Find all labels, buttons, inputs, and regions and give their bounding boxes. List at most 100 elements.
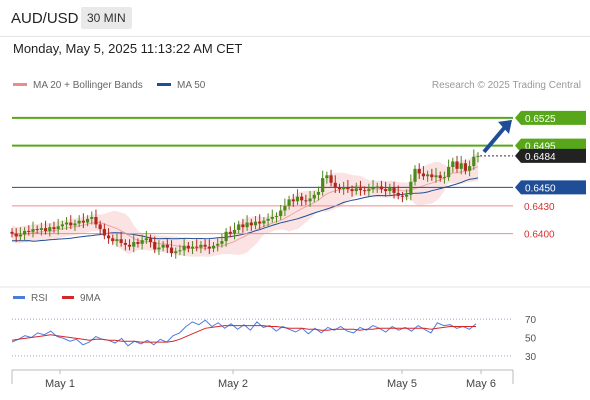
candle-body: [371, 187, 375, 190]
rsi-series-9ma: [11, 325, 476, 343]
candle-body: [85, 218, 90, 223]
candle-body: [115, 239, 119, 242]
candle-body: [245, 222, 249, 228]
ma20-swatch: [13, 82, 27, 86]
rsi-series-rsi: [11, 319, 477, 347]
candle-body: [232, 229, 237, 234]
ma20-line: [11, 166, 479, 250]
candle-body: [321, 178, 325, 192]
candle-body: [161, 244, 165, 248]
candle-body: [178, 250, 182, 252]
candle-body: [300, 196, 304, 201]
copyright-credit: Research © 2025 Trading Central: [431, 80, 581, 91]
candle-body: [430, 174, 434, 178]
candle-body: [157, 247, 161, 250]
candle-body: [442, 177, 447, 179]
candle-body: [39, 228, 43, 230]
candle-body: [459, 163, 463, 169]
candle-body: [279, 210, 283, 217]
x-label-May-5: May 5: [387, 378, 417, 390]
candle-body: [35, 229, 39, 231]
candle-body: [102, 229, 106, 236]
candle-body: [417, 168, 421, 174]
candle-body: [220, 241, 224, 244]
candle-body: [207, 246, 211, 249]
candle-body: [262, 220, 266, 224]
current-price-tag: [515, 148, 586, 163]
candle-body: [69, 222, 73, 226]
period-selector[interactable]: 30 MIN: [81, 7, 132, 29]
candle-body: [165, 244, 169, 248]
candle-body: [77, 220, 81, 224]
candle-body: [144, 238, 148, 241]
candle-body: [64, 222, 69, 225]
candle-body: [291, 199, 295, 202]
candle-body: [98, 224, 102, 230]
candle-body: [396, 192, 400, 196]
candle-body: [447, 166, 451, 178]
candle-body: [367, 189, 371, 192]
ma50-swatch: [157, 82, 171, 86]
candle-body: [186, 245, 190, 249]
candle-body: [60, 224, 64, 227]
candle-body: [405, 194, 409, 197]
candle-body: [18, 234, 22, 237]
candle-body: [237, 224, 241, 230]
candle-body: [329, 175, 333, 183]
candle-body: [258, 221, 262, 224]
candle-body: [274, 216, 279, 218]
candle-body: [119, 239, 123, 243]
candle-body: [169, 247, 174, 254]
candle-body: [90, 217, 94, 219]
candle-body: [199, 244, 203, 248]
candle-body: [434, 175, 438, 178]
legend-rsi: RSI: [13, 293, 48, 304]
candle-body: [337, 187, 342, 190]
level-label-0.6450: 0.6450: [525, 183, 556, 194]
candle-body: [283, 205, 287, 211]
candle-body: [472, 156, 476, 167]
candle-body: [31, 229, 35, 232]
candle-body: [354, 188, 358, 192]
candle-body: [392, 187, 396, 193]
ma50-label: MA 50: [177, 80, 206, 91]
candle-body: [295, 196, 300, 202]
candle-body: [106, 235, 111, 239]
x-label-May-6: May 6: [466, 378, 496, 390]
candle-body: [308, 198, 312, 202]
legend-9ma: 9MA: [62, 293, 101, 304]
candle-body: [358, 188, 363, 191]
candle-body: [316, 192, 321, 195]
ma9-label: 9MA: [80, 293, 101, 304]
candle-body: [132, 242, 136, 247]
candle-body: [304, 200, 308, 202]
candle-body: [190, 246, 195, 249]
rsi-tick-50: 50: [525, 334, 537, 345]
candle-body: [388, 187, 392, 192]
candle-body: [153, 242, 157, 250]
candle-body: [182, 245, 186, 251]
candle-body: [123, 242, 127, 245]
candle-body: [463, 163, 468, 171]
level-tag-0.6525: [515, 110, 586, 125]
candle-body: [363, 190, 367, 192]
current-price-label: 0.6484: [525, 152, 556, 163]
rsi-tick-30: 30: [525, 352, 537, 363]
candle-body: [249, 222, 253, 226]
candle-body: [241, 224, 245, 228]
bollinger-band: [12, 152, 478, 257]
header: AUD/USD 30 MIN: [0, 0, 590, 37]
candle-body: [421, 173, 426, 177]
candle-body: [228, 231, 232, 234]
candle-body: [325, 175, 329, 179]
candle-body: [211, 245, 216, 249]
candle-body: [438, 175, 442, 179]
level-label-0.6525: 0.6525: [525, 114, 556, 125]
candle-body: [43, 228, 48, 231]
candle-body: [94, 217, 98, 225]
candle-body: [174, 251, 178, 254]
candle-body: [375, 186, 379, 188]
timestamp: Monday, May 5, 2025 11:13:22 AM CET: [13, 41, 243, 56]
level-tag-0.6450: [515, 180, 586, 195]
